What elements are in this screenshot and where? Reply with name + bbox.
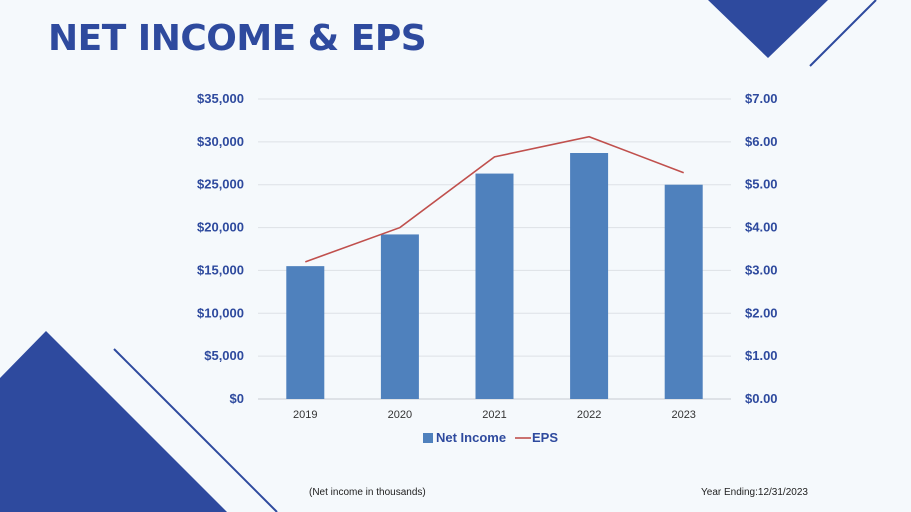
- net-income-bar: [475, 173, 514, 399]
- y-left-tick-label: $5,000: [204, 348, 244, 363]
- y-left-tick-label: $10,000: [197, 305, 244, 320]
- bottom-left-triangle: [0, 331, 227, 512]
- y-left-tick-label: $15,000: [197, 262, 244, 277]
- top-right-line: [809, 0, 877, 67]
- y-right-tick-label: $0.00: [745, 391, 778, 406]
- x-tick-label: 2023: [671, 409, 695, 421]
- y-right-tick-label: $5.00: [745, 177, 778, 192]
- net-income-bar: [664, 184, 703, 399]
- x-tick-label: 2022: [577, 409, 601, 421]
- legend-label-eps: EPS: [532, 430, 558, 445]
- net-income-bar: [286, 266, 325, 399]
- bottom-left-line: [113, 348, 278, 512]
- x-tick-label: 2021: [482, 409, 506, 421]
- y-right-tick-label: $6.00: [745, 134, 778, 149]
- y-left-tick-label: $20,000: [197, 220, 244, 235]
- page-title: NET INCOME & EPS: [48, 18, 427, 59]
- legend-label-net-income: Net Income: [436, 430, 506, 445]
- y-left-tick-label: $0: [230, 391, 244, 406]
- axes: $0 $5,000 $10,000 $15,000 $20,000 $25,000 $30,…: [197, 91, 778, 421]
- legend-swatch-net-income: [423, 433, 433, 443]
- eps-line-series: [305, 135, 684, 263]
- y-right-tick-label: $2.00: [745, 305, 778, 320]
- x-tick-label: 2020: [388, 409, 412, 421]
- y-right-tick-label: $7.00: [745, 91, 778, 106]
- units-note: (Net income in thousands): [309, 487, 426, 498]
- y-left-tick-label: $35,000: [197, 91, 244, 106]
- top-right-triangle: [708, 0, 828, 58]
- y-right-tick-label: $1.00: [745, 348, 778, 363]
- y-right-tick-label: $3.00: [745, 262, 778, 277]
- y-left-tick-label: $25,000: [197, 177, 244, 192]
- net-income-bar: [570, 153, 609, 399]
- x-tick-label: 2019: [293, 409, 317, 421]
- year-ending-note: Year Ending:12/31/2023: [701, 487, 808, 498]
- bars: [286, 153, 703, 399]
- legend: Net Income EPS: [423, 430, 558, 445]
- y-left-tick-label: $30,000: [197, 134, 244, 149]
- y-right-tick-label: $4.00: [745, 220, 778, 235]
- net-income-bar: [380, 234, 419, 399]
